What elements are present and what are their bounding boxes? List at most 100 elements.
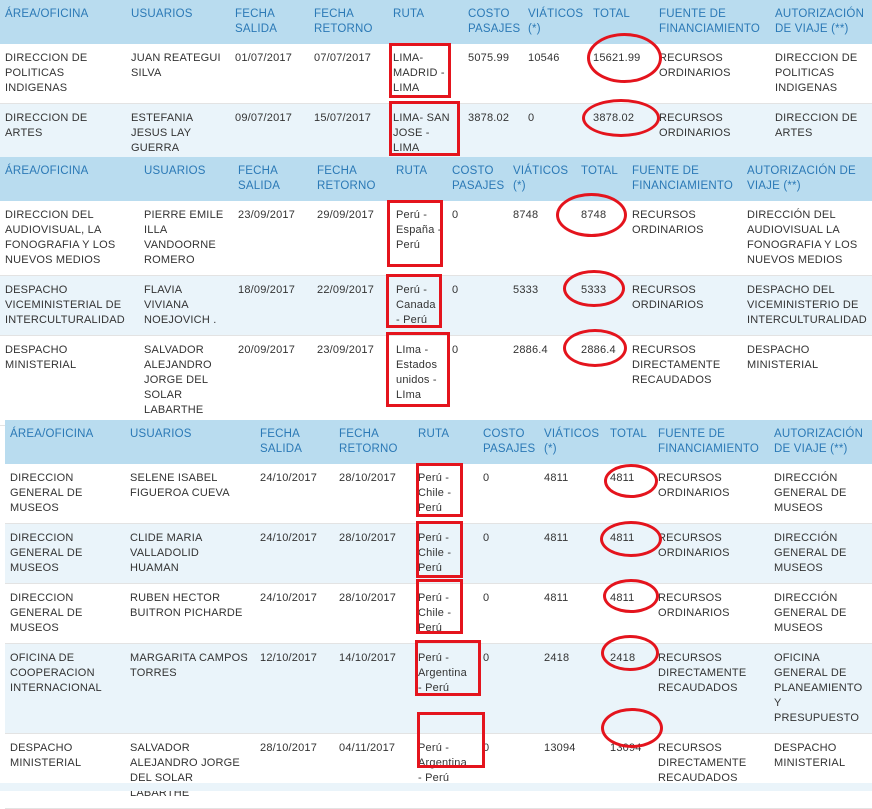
cell-costo-pasajes: 0 [447, 201, 508, 276]
cell-autorizacion: DIRECCIÓN GENERAL DE MUSEOS [769, 464, 872, 524]
cell-viaticos: 0 [523, 103, 588, 164]
cell-fecha-retorno: 15/07/2017 [309, 103, 388, 164]
cell-usuario: SELENE ISABEL FIGUEROA CUEVA [125, 464, 255, 524]
cell-total: 3878.02 [588, 103, 654, 164]
header-viaticos: VIÁTICOS (*) [523, 0, 588, 44]
cell-usuario: CLIDE MARIA VALLADOLID HUAMAN [125, 523, 255, 584]
header-total: TOTAL [576, 157, 627, 201]
table-row: DESPACHO MINISTERIAL SALVADOR ALEJANDRO … [5, 733, 872, 809]
cell-usuario: MARGARITA CAMPOS TORRES [125, 643, 255, 734]
header-autorizacion: AUTORIZACIÓN DE VIAJE (**) [769, 420, 872, 464]
cell-area: DESPACHO VICEMINISTERIAL DE INTERCULTURA… [0, 275, 139, 336]
cell-area: DESPACHO MINISTERIAL [0, 335, 139, 426]
cell-autorizacion: DIRECCION DE POLITICAS INDIGENAS [770, 44, 872, 104]
cell-fecha-salida: 28/10/2017 [255, 733, 334, 809]
cell-total: 15621.99 [588, 44, 654, 104]
cell-ruta: Perú - Argentina - Perú [413, 643, 478, 734]
header-fecha-salida: FECHA SALIDA [233, 157, 312, 201]
cell-fuente: RECURSOS ORDINARIOS [653, 464, 769, 524]
cell-fuente: RECURSOS ORDINARIOS [654, 103, 770, 164]
table-header-row: ÁREA/OFICINA USUARIOS FECHA SALIDA FECHA… [0, 0, 872, 44]
cell-ruta: Perú - Argentina - Perú [413, 733, 478, 809]
cell-viaticos: 5333 [508, 275, 576, 336]
cell-area: DIRECCION DE ARTES [0, 103, 126, 164]
cell-costo-pasajes: 3878.02 [463, 103, 523, 164]
header-fuente: FUENTE DE FINANCIAMIENTO [654, 0, 770, 44]
cell-ruta: Perú - España - Perú [391, 201, 447, 276]
cell-area: DIRECCION DEL AUDIOVISUAL, LA FONOGRAFIA… [0, 201, 139, 276]
header-costo-pasajes: COSTO PASAJES [478, 420, 539, 464]
cell-costo-pasajes: 0 [478, 733, 539, 809]
header-usuarios: USUARIOS [139, 157, 233, 201]
cell-fuente: RECURSOS ORDINARIOS [653, 523, 769, 584]
header-fecha-salida: FECHA SALIDA [255, 420, 334, 464]
cell-usuario: JUAN REATEGUI SILVA [126, 44, 230, 104]
header-usuarios: USUARIOS [125, 420, 255, 464]
cell-fuente: RECURSOS ORDINARIOS [627, 275, 742, 336]
header-autorizacion: AUTORIZACIÓN DE VIAJE (**) [770, 0, 872, 44]
bottom-row-band [0, 783, 872, 791]
header-ruta: RUTA [391, 157, 447, 201]
table-row: OFICINA DE COOPERACION INTERNACIONAL MAR… [5, 643, 872, 734]
cell-fuente: RECURSOS ORDINARIOS [627, 201, 742, 276]
travel-table-1: ÁREA/OFICINA USUARIOS FECHA SALIDA FECHA… [0, 0, 872, 164]
cell-viaticos: 10546 [523, 44, 588, 104]
header-fecha-salida: FECHA SALIDA [230, 0, 309, 44]
cell-costo-pasajes: 0 [478, 583, 539, 644]
cell-ruta: Perú - Chile - Perú [413, 583, 478, 644]
cell-costo-pasajes: 0 [478, 643, 539, 734]
header-fecha-retorno: FECHA RETORNO [312, 157, 391, 201]
table-header-row: ÁREA/OFICINA USUARIOS FECHA SALIDA FECHA… [5, 420, 872, 464]
cell-usuario: PIERRE EMILE ILLA VANDOORNE ROMERO [139, 201, 233, 276]
cell-autorizacion: DIRECCIÓN GENERAL DE MUSEOS [769, 523, 872, 584]
cell-viaticos: 4811 [539, 583, 605, 644]
cell-fecha-retorno: 28/10/2017 [334, 523, 413, 584]
header-costo-pasajes: COSTO PASAJES [463, 0, 523, 44]
cell-autorizacion: OFICINA GENERAL DE PLANEAMIENTO Y PRESUP… [769, 643, 872, 734]
cell-viaticos: 2418 [539, 643, 605, 734]
table-row: DIRECCION DE ARTES ESTEFANIA JESUS LAY G… [0, 103, 872, 164]
header-costo-pasajes: COSTO PASAJES [447, 157, 508, 201]
travel-table-2: ÁREA/OFICINA USUARIOS FECHA SALIDA FECHA… [0, 157, 872, 426]
cell-fecha-salida: 18/09/2017 [233, 275, 312, 336]
cell-total: 4811 [605, 523, 653, 584]
header-usuarios: USUARIOS [126, 0, 230, 44]
header-fuente: FUENTE DE FINANCIAMIENTO [627, 157, 742, 201]
cell-fecha-retorno: 23/09/2017 [312, 335, 391, 426]
cell-usuario: ESTEFANIA JESUS LAY GUERRA [126, 103, 230, 164]
cell-autorizacion: DESPACHO MINISTERIAL [742, 335, 872, 426]
cell-fecha-retorno: 22/09/2017 [312, 275, 391, 336]
cell-autorizacion: DIRECCIÓN GENERAL DE MUSEOS [769, 583, 872, 644]
cell-total: 4811 [605, 583, 653, 644]
cell-area: DIRECCION GENERAL DE MUSEOS [5, 523, 125, 584]
travel-table-3: ÁREA/OFICINA USUARIOS FECHA SALIDA FECHA… [5, 420, 872, 809]
cell-fecha-salida: 12/10/2017 [255, 643, 334, 734]
cell-area: DIRECCION GENERAL DE MUSEOS [5, 583, 125, 644]
cell-fecha-retorno: 07/07/2017 [309, 44, 388, 104]
cell-usuario: SALVADOR ALEJANDRO JORGE DEL SOLAR LABAR… [139, 335, 233, 426]
cell-fecha-salida: 20/09/2017 [233, 335, 312, 426]
cell-viaticos: 8748 [508, 201, 576, 276]
cell-total: 8748 [576, 201, 627, 276]
header-fuente: FUENTE DE FINANCIAMIENTO [653, 420, 769, 464]
table-row: DIRECCION GENERAL DE MUSEOS RUBEN HECTOR… [5, 583, 872, 644]
cell-area: DESPACHO MINISTERIAL [5, 733, 125, 809]
header-viaticos: VIÁTICOS (*) [508, 157, 576, 201]
cell-autorizacion: DESPACHO DEL VICEMINISTERIO DE INTERCULT… [742, 275, 872, 336]
cell-ruta: Perú - Chile - Perú [413, 464, 478, 524]
cell-costo-pasajes: 0 [447, 335, 508, 426]
header-fecha-retorno: FECHA RETORNO [334, 420, 413, 464]
table-header-row: ÁREA/OFICINA USUARIOS FECHA SALIDA FECHA… [0, 157, 872, 201]
cell-ruta: LIma - Estados unidos - LIma [391, 335, 447, 426]
table-row: DESPACHO VICEMINISTERIAL DE INTERCULTURA… [0, 275, 872, 336]
cell-fuente: RECURSOS ORDINARIOS [653, 583, 769, 644]
cell-fecha-retorno: 28/10/2017 [334, 583, 413, 644]
header-ruta: RUTA [413, 420, 478, 464]
cell-fecha-retorno: 14/10/2017 [334, 643, 413, 734]
cell-total: 5333 [576, 275, 627, 336]
table-row: DIRECCION DEL AUDIOVISUAL, LA FONOGRAFIA… [0, 201, 872, 276]
cell-total: 13094 [605, 733, 653, 809]
cell-fecha-salida: 24/10/2017 [255, 583, 334, 644]
header-area: ÁREA/OFICINA [5, 420, 125, 464]
cell-total: 2418 [605, 643, 653, 734]
